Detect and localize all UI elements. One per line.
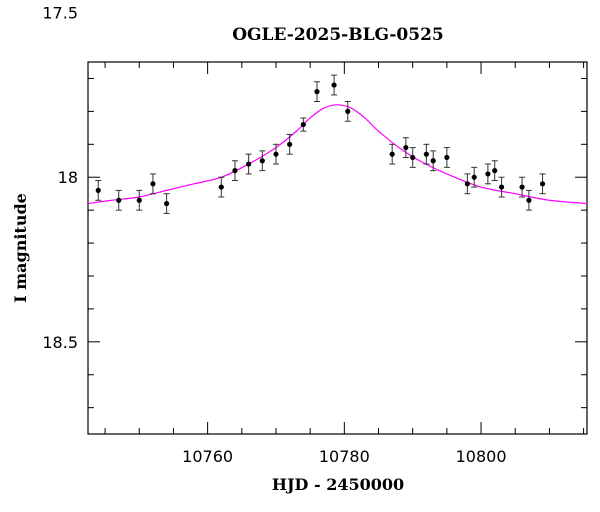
point-marker [345, 108, 351, 114]
data-point [136, 189, 143, 211]
x-tick-label: 10800 [456, 447, 507, 466]
data-point [286, 133, 293, 155]
point-marker [403, 144, 409, 151]
data-point [525, 189, 532, 211]
data-point [491, 160, 498, 182]
data-point [389, 143, 396, 165]
point-marker [150, 181, 156, 187]
data-point [443, 147, 450, 168]
data-point [498, 176, 505, 198]
axis-ticks [88, 62, 587, 434]
point-marker [471, 174, 477, 180]
point-marker [430, 158, 436, 164]
data-point [539, 173, 546, 195]
point-marker [526, 197, 532, 203]
data-point [423, 143, 430, 165]
point-marker [485, 171, 491, 177]
point-marker [498, 184, 505, 190]
data-point [464, 173, 471, 195]
point-marker [232, 168, 238, 174]
data-point [484, 163, 491, 185]
data-point [344, 101, 351, 122]
x-axis-label: HJD - 2450000 [272, 475, 404, 494]
data-point [231, 160, 238, 182]
point-marker [300, 121, 306, 128]
point-marker [246, 161, 252, 167]
point-marker [423, 151, 429, 157]
data-point [115, 189, 122, 211]
data-point [218, 176, 225, 198]
point-marker [164, 200, 170, 207]
point-marker [116, 197, 122, 203]
data-point [313, 81, 320, 103]
data-point [259, 150, 266, 172]
data-point [409, 147, 416, 168]
point-marker [539, 181, 546, 187]
model-curve [87, 104, 588, 205]
data-point [519, 176, 526, 198]
data-point [245, 153, 252, 175]
point-marker [314, 89, 320, 95]
point-marker [287, 141, 293, 147]
x-tick-label: 10780 [319, 447, 370, 466]
data-point [430, 150, 437, 172]
data-point [300, 117, 307, 132]
model-curve-layer [87, 104, 588, 205]
point-marker [389, 151, 395, 157]
data-point [471, 166, 478, 188]
x-tick-label: 10760 [182, 447, 233, 466]
y-axis-label: I magnitude [11, 193, 30, 303]
point-marker [519, 184, 525, 190]
data-point [402, 137, 409, 158]
point-marker [410, 154, 416, 161]
y-tick-label: 18.5 [42, 333, 78, 352]
point-marker [331, 82, 337, 88]
data-point [331, 74, 338, 96]
data-point [272, 143, 279, 165]
point-marker [218, 184, 224, 190]
data-point [149, 173, 156, 195]
data-points-layer [95, 74, 546, 214]
point-marker [136, 197, 142, 203]
plot-frame [87, 61, 588, 435]
tick-labels: 10760 10780 10800 17.5 18 18.5 [42, 4, 506, 466]
point-marker [464, 181, 470, 187]
chart-title: OGLE-2025-BLG-0525 [232, 25, 444, 45]
point-marker [95, 187, 101, 193]
point-marker [259, 158, 265, 164]
point-marker [492, 168, 498, 174]
data-point [95, 180, 102, 201]
y-tick-label: 17.5 [42, 4, 78, 23]
point-marker [444, 154, 450, 161]
point-marker [273, 151, 279, 157]
data-point [163, 193, 170, 214]
y-tick-label: 18 [58, 168, 78, 187]
